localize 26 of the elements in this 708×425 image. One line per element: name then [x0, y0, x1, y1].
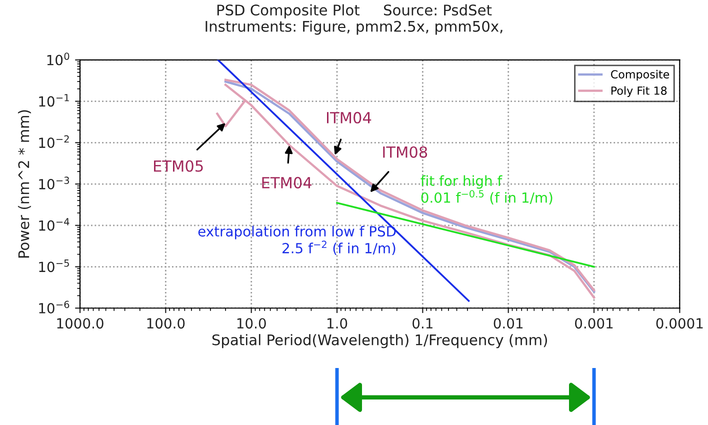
x-tick-label: 10.0	[237, 318, 266, 329]
y-tick-label: 10$^{−6}$	[39, 300, 70, 314]
y-tick-label: 10$^{−1}$	[39, 94, 69, 107]
x-tick-label: 0.01	[494, 318, 523, 329]
y-tick-label: 10$^{−2}$	[39, 135, 69, 148]
x-axis-title: Spatial Period(Wavelength) 1/Frequency (mm)	[212, 334, 547, 348]
legend-label: Poly Fit 18	[611, 86, 667, 97]
y-axis-title: Power (nm^2 * mm)	[18, 110, 31, 258]
y-tick-label: 10$^{−4}$	[39, 218, 70, 231]
series-label: fit for high f 0.01 f$^{−0.5}$ (f in 1/m)	[420, 175, 552, 204]
annotation: ETM05	[154, 160, 203, 172]
x-tick-label: 1000.0	[57, 318, 104, 329]
annotation: ETM04	[262, 176, 312, 188]
x-tick-label: 0.001	[575, 318, 613, 329]
chart-title: PSD Composite Plot Source: PsdSet	[217, 4, 492, 18]
x-tick-label: 100.0	[147, 318, 185, 329]
y-tick-label: 10$^{−5}$	[39, 260, 69, 272]
annotation: ITM04	[327, 112, 372, 124]
x-tick-label: 0.0001	[656, 318, 703, 329]
annotation: ITM08	[383, 146, 428, 158]
chart-subtitle: Instruments: Figure, pmm2.5x, pmm50x,	[206, 20, 502, 35]
x-tick-label: 1.0	[327, 318, 348, 329]
y-tick-label: 10$^{0}$	[47, 52, 70, 66]
x-tick-label: 0.1	[412, 318, 432, 329]
legend-label: Composite	[611, 70, 670, 81]
y-tick-label: 10$^{−3}$	[39, 176, 69, 190]
